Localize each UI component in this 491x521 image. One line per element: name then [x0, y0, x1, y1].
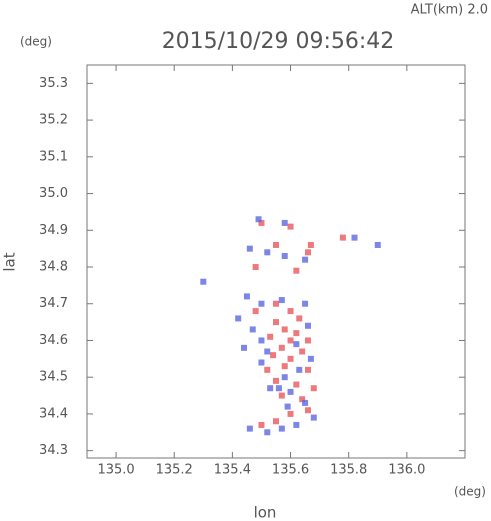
- y-tick-label: 35.3: [39, 76, 68, 91]
- y-tick-label: 34.3: [39, 443, 68, 458]
- radar-cell: [258, 337, 265, 344]
- radar-cell: [278, 425, 285, 432]
- radar-cell: [299, 396, 306, 403]
- y-tick-label: 34.8: [39, 260, 68, 275]
- radar-cell: [287, 337, 294, 344]
- radar-cell: [287, 355, 294, 362]
- radar-cell: [235, 315, 242, 322]
- radar-cell: [273, 418, 279, 425]
- radar-cell: [258, 421, 265, 428]
- radar-cell: [287, 223, 294, 230]
- radar-cell: [273, 241, 279, 248]
- radar-cell: [278, 297, 285, 304]
- radar-cell: [258, 219, 265, 226]
- x-tick-label: 135.0: [97, 463, 134, 478]
- radar-cell: [302, 300, 309, 307]
- altitude-label: ALT(km) 2.0: [411, 3, 488, 18]
- radar-cell: [246, 245, 253, 252]
- radar-cell: [293, 330, 300, 337]
- y-tick-label: 34.4: [39, 406, 68, 421]
- radar-cell: [281, 374, 288, 381]
- radar-cell: [296, 315, 303, 322]
- radar-cell: [310, 414, 317, 421]
- chart-title: 2015/10/29 09:56:42: [162, 29, 395, 54]
- radar-cell: [304, 249, 311, 256]
- radar-cell: [287, 388, 294, 395]
- radar-cell: [273, 319, 279, 326]
- radar-cell: [302, 399, 309, 406]
- y-tick-label: 34.9: [39, 223, 68, 238]
- radar-cell: [258, 300, 265, 307]
- x-tick-label: 135.4: [214, 463, 251, 478]
- radar-cell: [267, 333, 274, 340]
- radar-cell: [293, 267, 300, 274]
- radar-cell: [281, 363, 288, 370]
- radar-cell: [252, 308, 259, 315]
- radar-cell: [249, 326, 256, 333]
- radar-cell: [243, 293, 250, 300]
- radar-cell: [302, 256, 309, 263]
- y-axis-unit: (deg): [20, 35, 52, 49]
- radar-cell: [264, 348, 271, 355]
- radar-cell: [296, 366, 303, 373]
- radar-cell: [200, 278, 207, 285]
- radar-cell: [264, 366, 271, 373]
- x-tick-label: 135.6: [272, 463, 309, 478]
- radar-cell: [275, 385, 282, 392]
- radar-cell: [304, 322, 311, 329]
- radar-cell: [293, 421, 300, 428]
- y-tick-label: 35.0: [39, 186, 68, 201]
- radar-cell: [281, 252, 288, 259]
- x-axis-label: lon: [254, 504, 277, 521]
- radar-cell: [284, 403, 291, 410]
- radar-cell: [255, 216, 262, 223]
- radar-cell: [267, 385, 274, 392]
- radar-cell: [304, 337, 311, 344]
- radar-cell: [310, 385, 317, 392]
- radar-cell: [270, 352, 277, 359]
- radar-cell: [278, 344, 285, 351]
- radar-cell: [304, 366, 311, 373]
- radar-cell: [273, 300, 279, 307]
- radar-cell: [258, 359, 265, 366]
- radar-cell: [287, 410, 294, 417]
- radar-cell: [374, 241, 381, 248]
- radar-cell: [281, 219, 288, 226]
- y-tick-label: 34.5: [39, 370, 68, 385]
- y-tick-label: 35.2: [39, 113, 68, 128]
- y-tick-label: 34.7: [39, 296, 68, 311]
- radar-cell: [241, 344, 248, 351]
- x-tick-label: 135.8: [330, 463, 367, 478]
- radar-cell: [293, 341, 300, 348]
- radar-cell: [264, 429, 271, 436]
- x-tick-label: 135.2: [156, 463, 193, 478]
- radar-cell: [304, 407, 311, 414]
- radar-cell: [246, 425, 253, 432]
- y-tick-label: 34.6: [39, 333, 68, 348]
- radar-cell: [307, 241, 314, 248]
- x-axis-unit: (deg): [454, 485, 486, 499]
- radar-cell: [273, 377, 279, 384]
- radar-cell: [293, 381, 300, 388]
- radar-cell: [339, 234, 346, 241]
- y-axis-label: lat: [1, 252, 19, 271]
- radar-cell: [252, 264, 259, 271]
- radar-cell: [307, 355, 314, 362]
- radar-cell: [351, 234, 358, 241]
- radar-cell: [264, 249, 271, 256]
- x-tick-label: 136.0: [388, 463, 425, 478]
- y-tick-label: 35.1: [39, 149, 68, 164]
- radar-cell: [281, 326, 288, 333]
- radar-cell: [287, 308, 294, 315]
- plot-frame: [86, 64, 466, 459]
- radar-cell: [278, 392, 285, 399]
- radar-cell: [299, 348, 306, 355]
